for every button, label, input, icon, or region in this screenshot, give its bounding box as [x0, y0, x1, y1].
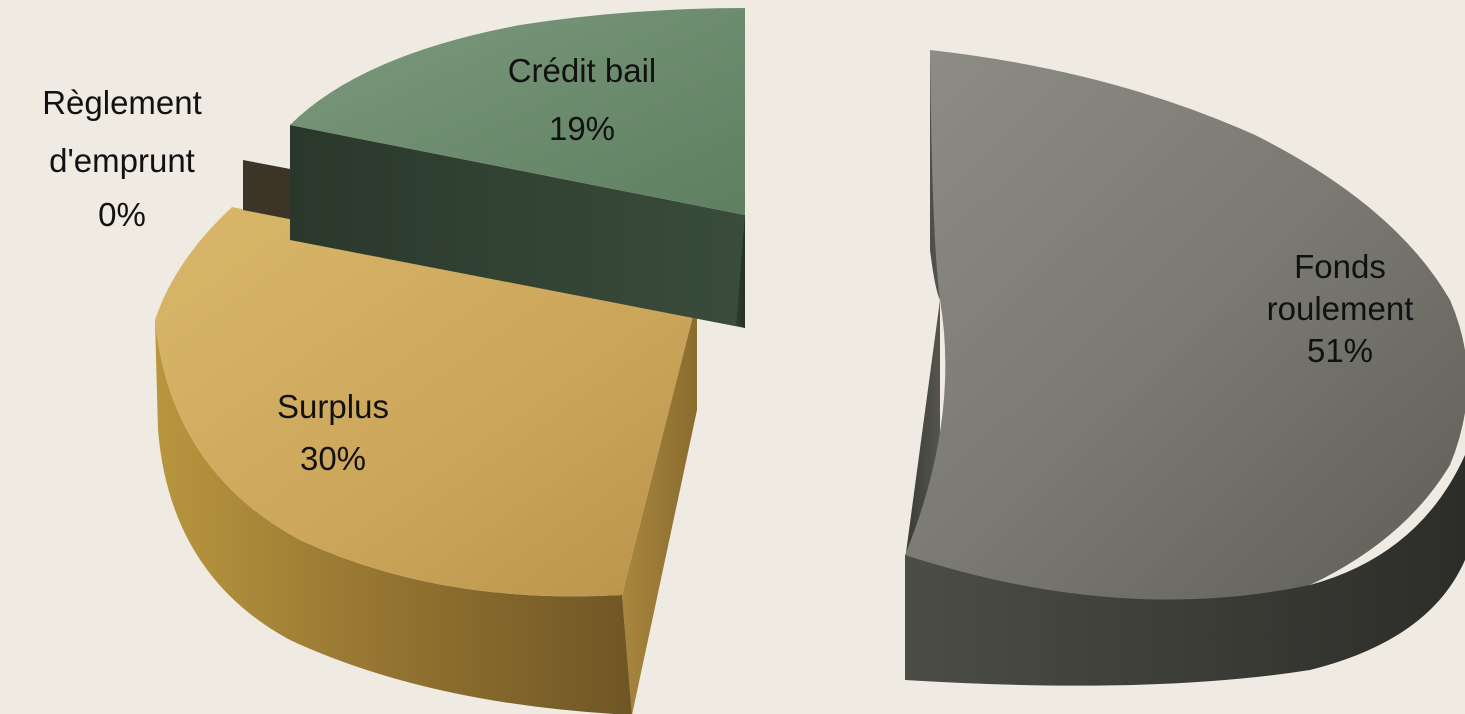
slice-fonds-side-face [905, 455, 1465, 686]
slice-label-reglement-emprunt: Règlement d'emprunt 0% [42, 84, 202, 233]
slice-label-fonds-line-1: Fonds [1294, 248, 1386, 285]
slice-fonds-top-face [905, 50, 1465, 600]
slice-surplus [155, 207, 697, 714]
slice-label-surplus-line-1: Surplus [277, 388, 389, 425]
slice-label-reglement-line-2: d'emprunt [49, 142, 195, 179]
slice-label-credit-line-1: Crédit bail [508, 52, 657, 89]
slice-credit-side-face [736, 8, 745, 328]
slice-label-fonds-percent: 51% [1307, 332, 1373, 369]
slice-label-surplus: Surplus 30% [277, 388, 389, 477]
slice-fonds-roulement [905, 50, 1465, 686]
slice-credit-cut-face [290, 125, 745, 328]
slice-credit-bail [290, 8, 745, 328]
slice-label-reglement-percent: 0% [98, 196, 146, 233]
slice-label-credit-bail: Crédit bail 19% [508, 52, 657, 147]
slice-surplus-top-face [155, 207, 697, 597]
slice-credit-top-face [290, 8, 745, 215]
slice-label-reglement-line-1: Règlement [42, 84, 202, 121]
slice-label-surplus-percent: 30% [300, 440, 366, 477]
slice-label-fonds-line-2: roulement [1267, 290, 1414, 327]
slice-label-fonds-roulement: Fonds roulement 51% [1267, 248, 1414, 369]
slice-surplus-cut-face [622, 300, 697, 714]
slice-surplus-side-face [155, 320, 632, 714]
slice-label-credit-percent: 19% [549, 110, 615, 147]
